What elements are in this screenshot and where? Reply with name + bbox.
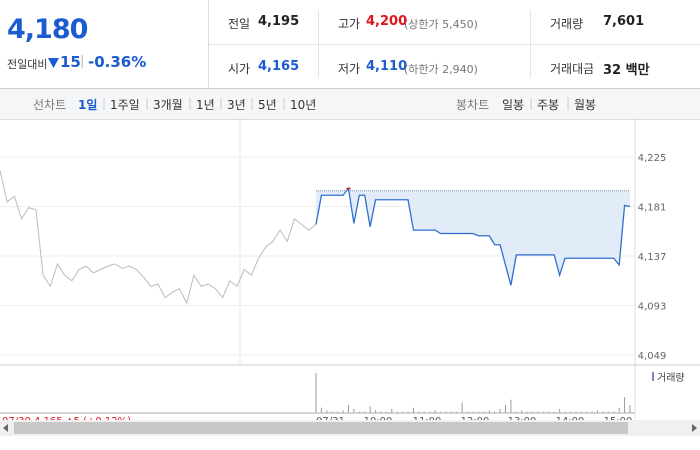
stat-value: 4,195 xyxy=(258,14,300,29)
previous-day-line xyxy=(0,170,317,305)
separator: | xyxy=(145,96,150,110)
volume-legend-swatch xyxy=(652,372,654,381)
stat-value: 4,165 xyxy=(258,59,300,74)
divider xyxy=(318,10,319,78)
down-arrow xyxy=(48,58,59,68)
divider xyxy=(530,10,531,78)
y-tick-label: 4,093 xyxy=(638,302,667,313)
period-tab[interactable]: 5년 xyxy=(258,98,277,112)
separator: | xyxy=(282,96,287,110)
separator: | xyxy=(102,96,107,110)
y-tick-label: 4,225 xyxy=(638,153,667,164)
y-tick-label: 4,137 xyxy=(638,252,667,263)
stat-label: 거래량 xyxy=(550,17,584,31)
y-tick-label: 4,181 xyxy=(638,203,667,214)
stat-label: 고가 xyxy=(338,17,361,31)
stat-value: 7,601 xyxy=(603,14,645,29)
period-tab[interactable]: 10년 xyxy=(290,98,317,112)
tab-label: 선차트 xyxy=(33,98,67,112)
volume-legend: 거래량 xyxy=(657,372,685,384)
separator: | xyxy=(80,54,85,69)
stat-value: 4,200 xyxy=(366,14,408,29)
stat-label: 전일 xyxy=(228,17,251,31)
change: 15 xyxy=(60,53,81,71)
separator: | xyxy=(566,96,571,110)
current-price: 4,180 xyxy=(7,14,88,45)
y-tick-label: 4,049 xyxy=(638,351,667,362)
period-tab[interactable]: 1일 xyxy=(78,98,98,112)
scroll-right[interactable] xyxy=(690,424,698,432)
today-line xyxy=(315,186,631,286)
period-tab[interactable]: 3년 xyxy=(227,98,246,112)
price-panel xyxy=(0,0,209,88)
stat-label: 저가 xyxy=(338,62,361,76)
stat-label: 거래대금 xyxy=(550,62,595,76)
stat-note: (상한가 5,450) xyxy=(404,18,478,31)
separator: | xyxy=(250,96,255,110)
candle-tab[interactable]: 주봉 xyxy=(537,98,560,112)
candle-tab[interactable]: 일봉 xyxy=(502,98,525,112)
period-tab[interactable]: 1년 xyxy=(196,98,215,112)
scroll-thumb[interactable] xyxy=(14,422,628,434)
period-tab[interactable]: 3개월 xyxy=(153,98,183,112)
area-fill xyxy=(316,188,630,286)
separator: | xyxy=(529,96,534,110)
separator: | xyxy=(188,96,193,110)
separator: | xyxy=(219,96,224,110)
stat-value: 32 백만 xyxy=(603,63,650,78)
tab-bar xyxy=(0,88,700,120)
stat-label: 시가 xyxy=(228,62,251,76)
stat-note: (하한가 2,940) xyxy=(404,63,478,76)
tab-label: 봉차트 xyxy=(456,98,490,112)
stat-value: 4,110 xyxy=(366,59,408,74)
candle-tab[interactable]: 월봉 xyxy=(574,98,597,112)
period-tab[interactable]: 1주일 xyxy=(110,98,140,112)
change-label: 전일대비 xyxy=(7,58,48,71)
scroll-left[interactable] xyxy=(2,424,10,432)
change-pct: -0.36% xyxy=(88,53,147,71)
divider xyxy=(209,44,700,45)
